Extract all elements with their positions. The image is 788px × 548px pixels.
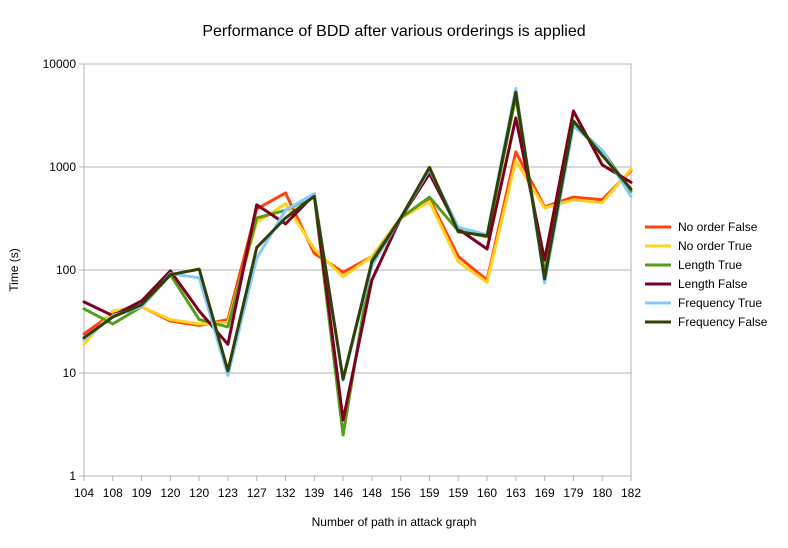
y-tick-label: 10000 xyxy=(43,57,77,71)
x-tick-label: 127 xyxy=(247,486,267,500)
x-tick-label: 104 xyxy=(74,486,94,500)
series-line-6 xyxy=(82,90,633,381)
x-tick-label: 139 xyxy=(304,486,324,500)
x-tick-label: 159 xyxy=(448,486,468,500)
y-tick-label: 100 xyxy=(56,263,76,277)
y-tick-label: 1000 xyxy=(49,160,76,174)
y-axis-label: Time (s) xyxy=(7,248,21,292)
x-tick-label: 148 xyxy=(362,486,382,500)
x-tick-label: 179 xyxy=(563,486,583,500)
x-tick-label: 180 xyxy=(592,486,612,500)
y-tick-label: 1 xyxy=(69,469,76,483)
y-tick-label: 10 xyxy=(63,366,77,380)
series-line-2 xyxy=(82,159,633,346)
x-tick-label: 163 xyxy=(506,486,526,500)
x-tick-label: 120 xyxy=(160,486,180,500)
legend-label: Length False xyxy=(678,277,748,291)
x-tick-label: 146 xyxy=(333,486,353,500)
x-tick-label: 169 xyxy=(535,486,555,500)
x-axis-ticks: 104 108 109 120 120 123 127 132 139 146 148 156 159 1… xyxy=(74,476,641,500)
x-tick-label: 159 xyxy=(419,486,439,500)
legend-label: No order False xyxy=(678,220,758,234)
legend-label: Frequency False xyxy=(678,315,768,329)
x-tick-label: 109 xyxy=(132,486,152,500)
x-tick-label: 123 xyxy=(218,486,238,500)
legend-label: Length True xyxy=(678,258,742,272)
legend-label: Frequency True xyxy=(678,296,762,310)
x-tick-label: 120 xyxy=(189,486,209,500)
x-tick-label: 108 xyxy=(103,486,123,500)
series-line-4 xyxy=(82,109,633,422)
legend-label: No order True xyxy=(678,239,752,253)
chart-title: Performance of BDD after various orderin… xyxy=(202,23,585,40)
y-axis-ticks: 1 10 100 1000 10000 xyxy=(43,57,84,483)
x-axis-label: Number of path in attack graph xyxy=(312,515,477,529)
x-tick-label: 160 xyxy=(477,486,497,500)
x-tick-label: 132 xyxy=(276,486,296,500)
series-lines xyxy=(82,86,633,437)
legend: No order False No order True Length True Le… xyxy=(645,220,768,329)
x-tick-label: 156 xyxy=(391,486,411,500)
x-tick-label: 182 xyxy=(621,486,641,500)
